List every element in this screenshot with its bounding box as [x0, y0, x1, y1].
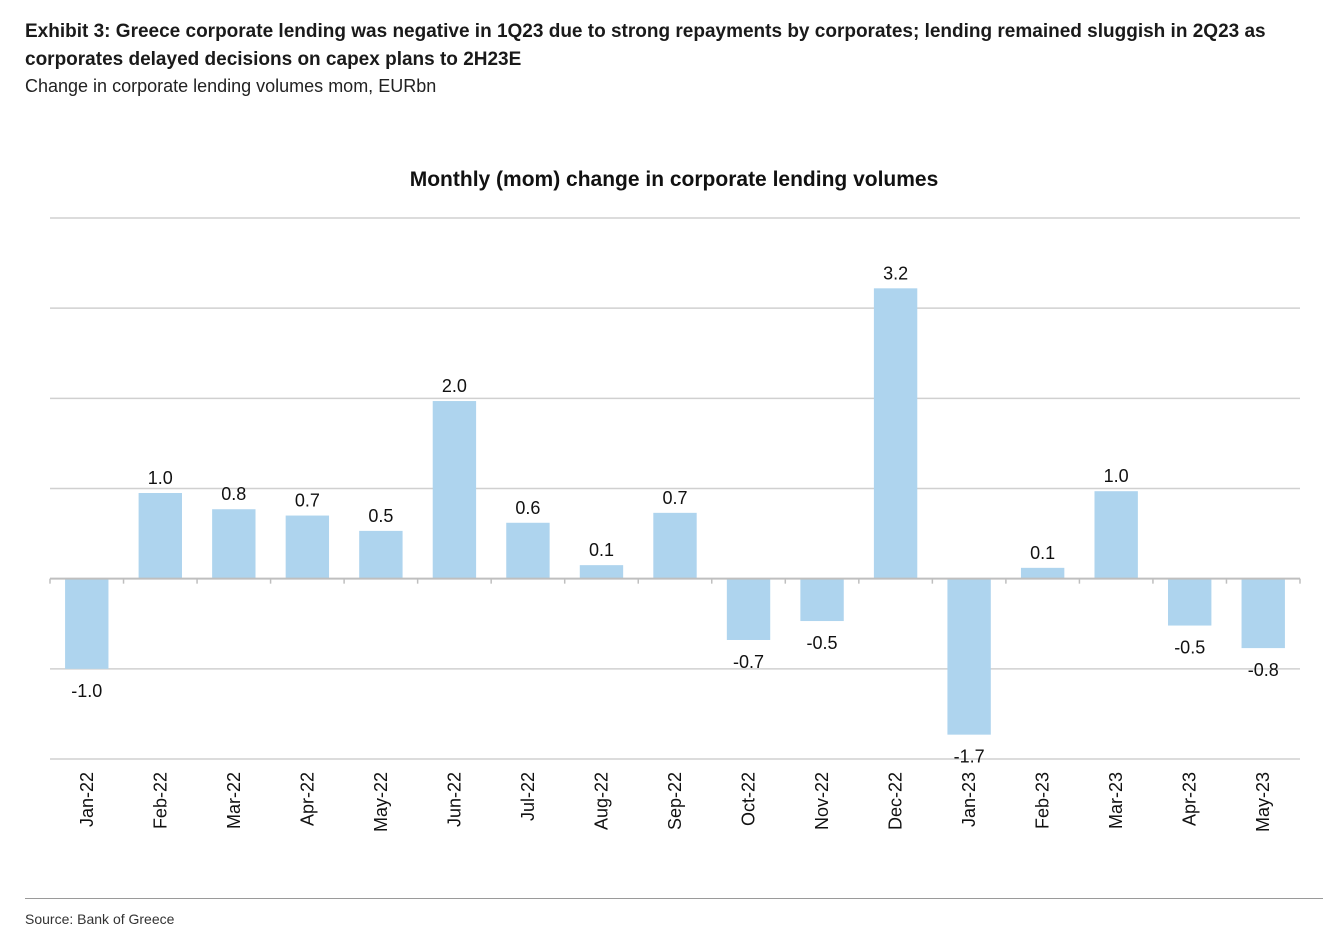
bars [65, 288, 1285, 735]
x-tick-label: Oct-22 [739, 772, 759, 826]
data-label: 2.0 [442, 376, 467, 396]
bar-feb-23 [1020, 567, 1065, 579]
bar-dec-22 [873, 288, 918, 579]
data-label: 0.7 [662, 488, 687, 508]
data-label: 0.7 [295, 491, 320, 511]
data-label: -0.7 [733, 652, 764, 672]
bar-sep-22 [653, 512, 697, 579]
data-label: -0.5 [1174, 638, 1205, 658]
bar-jan-22 [65, 578, 109, 669]
data-label: 1.0 [148, 468, 173, 488]
x-tick-label: Nov-22 [812, 772, 832, 830]
bar-jul-22 [506, 522, 550, 579]
x-tick-label: Jan-22 [77, 772, 97, 827]
bar-feb-22 [138, 493, 182, 579]
x-axis [49, 577, 1301, 584]
bar-mar-23 [1094, 491, 1138, 579]
data-label: 3.2 [883, 263, 908, 283]
data-label: 0.5 [368, 506, 393, 526]
data-label: 0.6 [515, 498, 540, 518]
gridlines [50, 217, 1300, 760]
x-tick-label: Jul-22 [518, 772, 538, 821]
data-label: 1.0 [1104, 466, 1129, 486]
data-label: -1.7 [954, 747, 985, 767]
chart-title: Monthly (mom) change in corporate lendin… [410, 168, 939, 191]
x-tick-label: Jun-22 [444, 772, 464, 827]
exhibit-subtitle: Change in corporate lending volumes mom,… [25, 76, 437, 96]
data-label: -0.8 [1248, 660, 1279, 680]
bar-apr-23 [1168, 578, 1212, 626]
x-tick-label: Mar-23 [1106, 772, 1126, 829]
x-tick-label: Jan-23 [959, 772, 979, 827]
x-tick-label: Dec-22 [886, 772, 906, 830]
x-tick-label: Feb-23 [1033, 772, 1053, 829]
x-tick-label: May-23 [1253, 772, 1273, 832]
x-tick-label: Mar-22 [224, 772, 244, 829]
footer-divider [25, 898, 1323, 899]
x-tick-label: May-22 [371, 772, 391, 832]
source-note: Source: Bank of Greece [25, 911, 175, 927]
bar-may-23 [1241, 578, 1285, 649]
bar-oct-22 [726, 578, 771, 640]
x-tick-label: Aug-22 [591, 772, 611, 830]
data-label: 0.1 [1030, 543, 1055, 563]
data-labels: -1.0 1.0 0.8 0.7 0.5 2.0 0.6 0.1 0.7 -0.7 -0.5 3.2 -… [71, 263, 1279, 766]
bar-apr-22 [285, 515, 330, 579]
data-label: -0.5 [807, 633, 838, 653]
data-label: 0.8 [221, 484, 246, 504]
x-tick-label: Feb-22 [150, 772, 170, 829]
x-tick-labels: Jan-22 Feb-22 Mar-22 Apr-22 May-22 Jun-22 Jul-… [77, 772, 1273, 832]
x-tick-label: Apr-23 [1180, 772, 1200, 826]
bar-jun-22 [432, 401, 477, 579]
bar-nov-22 [800, 578, 844, 622]
bar-jan-23 [947, 578, 991, 735]
bar-may-22 [359, 530, 403, 579]
exhibit-title: Exhibit 3: Greece corporate lending was … [25, 21, 1266, 70]
x-tick-label: Apr-22 [297, 772, 317, 826]
data-label: 0.1 [589, 540, 614, 560]
x-tick-label: Sep-22 [665, 772, 685, 830]
data-label: -1.0 [71, 681, 102, 701]
bar-mar-22 [212, 509, 256, 579]
bar-aug-22 [579, 565, 624, 579]
